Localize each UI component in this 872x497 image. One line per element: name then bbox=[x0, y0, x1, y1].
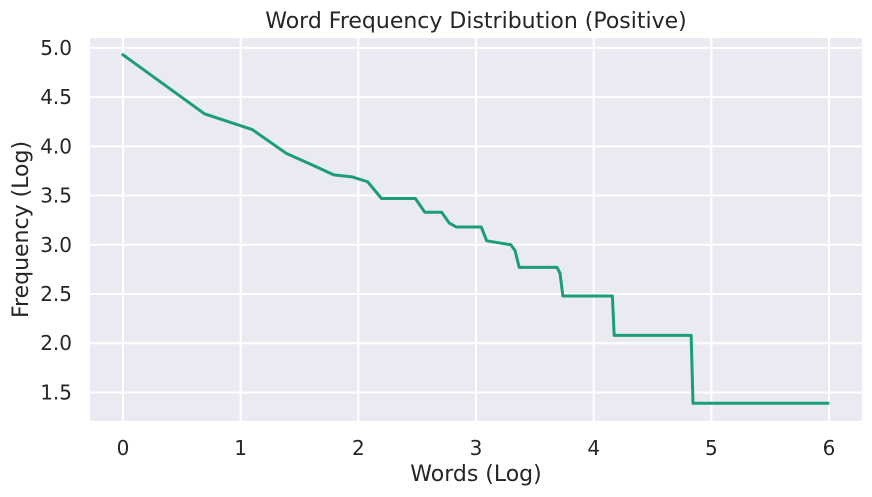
y-tick-label: 4.5 bbox=[40, 85, 72, 109]
x-axis-title: Words (Log) bbox=[410, 462, 541, 487]
y-tick-label: 3.5 bbox=[40, 184, 72, 208]
y-axis-tick-labels: 1.5 2.0 2.5 3.0 3.5 4.0 4.5 5.0 bbox=[40, 36, 72, 405]
series-layer bbox=[121, 53, 830, 405]
chart-title: Word Frequency Distribution (Positive) bbox=[265, 9, 687, 34]
y-tick-label: 2.0 bbox=[40, 331, 72, 355]
x-tick-label: 5 bbox=[705, 436, 718, 460]
y-tick-label: 2.5 bbox=[40, 282, 72, 306]
y-tick-label: 3.0 bbox=[40, 233, 72, 257]
x-axis-tick-labels: 0 1 2 3 4 5 6 bbox=[117, 436, 836, 460]
x-tick-label: 6 bbox=[823, 436, 836, 460]
x-tick-label: 4 bbox=[587, 436, 600, 460]
series-line bbox=[121, 53, 830, 405]
x-tick-label: 1 bbox=[234, 436, 247, 460]
y-tick-label: 5.0 bbox=[40, 36, 72, 60]
x-tick-label: 3 bbox=[470, 436, 483, 460]
y-axis-title: Frequency (Log) bbox=[9, 141, 34, 318]
horizontal-gridlines bbox=[90, 46, 862, 394]
x-tick-label: 2 bbox=[352, 436, 365, 460]
y-tick-label: 4.0 bbox=[40, 134, 72, 158]
y-tick-label: 1.5 bbox=[40, 380, 72, 404]
x-tick-label: 0 bbox=[117, 436, 130, 460]
vertical-gridlines bbox=[121, 38, 831, 421]
